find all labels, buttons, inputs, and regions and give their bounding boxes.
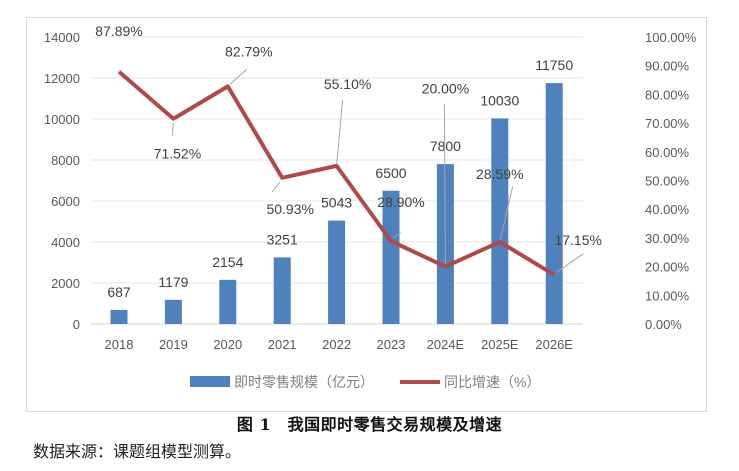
leader-line (171, 122, 174, 136)
line-value-label: 87.89% (95, 23, 142, 39)
line-value-label: 28.59% (476, 166, 523, 182)
x-axis-tick: 2020 (213, 337, 242, 352)
right-axis-tick: 0.00% (645, 317, 682, 332)
x-axis-tick: 2026E (535, 337, 573, 352)
left-axis-tick: 12000 (44, 71, 80, 86)
left-axis-tick: 2000 (51, 276, 80, 291)
right-axis-tick: 100.00% (645, 30, 697, 45)
leader-line (229, 69, 248, 85)
right-axis-tick: 30.00% (645, 231, 690, 246)
bar (545, 83, 563, 324)
leader-line (499, 185, 514, 243)
leader-line (556, 253, 584, 273)
left-axis-tick: 8000 (51, 153, 80, 168)
left-axis-tick: 0 (73, 317, 80, 332)
left-axis-tick: 6000 (51, 194, 80, 209)
legend-bar-label: 即时零售规模（亿元） (234, 374, 374, 390)
right-axis-ticks: 0.00% 10.00% 20.00% 30.00% 40.00% 50.00% 60.00… (645, 30, 697, 332)
figure-caption: 图 1 我国即时零售交易规模及增速 (236, 415, 503, 434)
line-value-label: 50.93% (266, 201, 313, 217)
bar-value-label: 10030 (480, 92, 519, 108)
x-axis-tick: 2021 (268, 337, 297, 352)
line-value-label: 55.10% (324, 76, 371, 92)
bar (164, 299, 182, 324)
line-value-label: 17.15% (554, 232, 601, 248)
left-axis-ticks: 0 2000 4000 6000 8000 10000 12000 14000 (44, 30, 80, 332)
growth-line (117, 70, 556, 277)
right-axis-tick: 60.00% (645, 145, 690, 160)
x-axis-tick: 2025E (481, 337, 519, 352)
line-value-label: 28.90% (377, 194, 424, 210)
leader-line (443, 103, 446, 267)
line-data-labels: 87.89% 71.52% 82.79% 50.93% 55.10% 28.90% 20.0… (95, 23, 602, 248)
data-source-note: 数据来源：课题组模型测算。 (33, 442, 242, 461)
bar-series (110, 83, 563, 324)
legend-bar-swatch (190, 376, 230, 387)
bar-value-label: 3251 (267, 231, 298, 247)
bar-value-label: 5043 (321, 195, 352, 211)
right-axis-tick: 20.00% (645, 260, 690, 275)
x-axis-tick: 2024E (427, 337, 465, 352)
x-axis-tick: 2022 (322, 337, 351, 352)
bar-value-label: 7800 (430, 138, 461, 154)
x-axis-tick: 2018 (105, 337, 134, 352)
bar-value-label: 1179 (158, 274, 188, 290)
chart-frame (26, 17, 707, 412)
right-axis-tick: 90.00% (645, 59, 690, 74)
x-axis-tick: 2019 (159, 337, 188, 352)
bar (110, 309, 128, 324)
bar-data-labels: 687 1179 2154 3251 5043 6500 7800 10030 11750 (107, 57, 573, 300)
left-axis-tick: 4000 (51, 235, 80, 250)
combo-chart: 0 2000 4000 6000 8000 10000 12000 14000 0.00% 10… (44, 23, 697, 390)
bar-value-label: 6500 (375, 165, 406, 181)
bar (491, 118, 509, 324)
x-axis-ticks: 2018 2019 2020 2021 2022 2023 2024E 2025E 2026E (105, 337, 574, 352)
bar-value-label: 687 (107, 284, 131, 300)
left-axis-tick: 10000 (44, 112, 80, 127)
bar-value-label: 2154 (212, 254, 243, 270)
right-axis-tick: 40.00% (645, 202, 690, 217)
bar (328, 220, 346, 324)
right-axis-tick: 10.00% (645, 288, 690, 303)
leader-lines (171, 69, 584, 273)
legend-line-label: 同比增速（%） (444, 374, 540, 390)
legend: 即时零售规模（亿元） 同比增速（%） (190, 374, 540, 390)
right-axis-tick: 80.00% (645, 87, 690, 102)
bar (382, 190, 400, 324)
leader-line (392, 232, 402, 239)
line-value-label: 82.79% (225, 43, 272, 59)
bar (273, 257, 291, 324)
bar (219, 279, 237, 324)
line-value-label: 20.00% (422, 81, 469, 97)
right-axis-tick: 70.00% (645, 116, 690, 131)
right-axis-tick: 50.00% (645, 174, 690, 189)
left-axis-tick: 14000 (44, 30, 80, 45)
line-value-label: 71.52% (154, 146, 201, 162)
leader-line (336, 99, 344, 166)
x-axis-tick: 2023 (377, 337, 406, 352)
leader-line (271, 181, 281, 193)
bar-value-label: 11750 (535, 57, 573, 73)
